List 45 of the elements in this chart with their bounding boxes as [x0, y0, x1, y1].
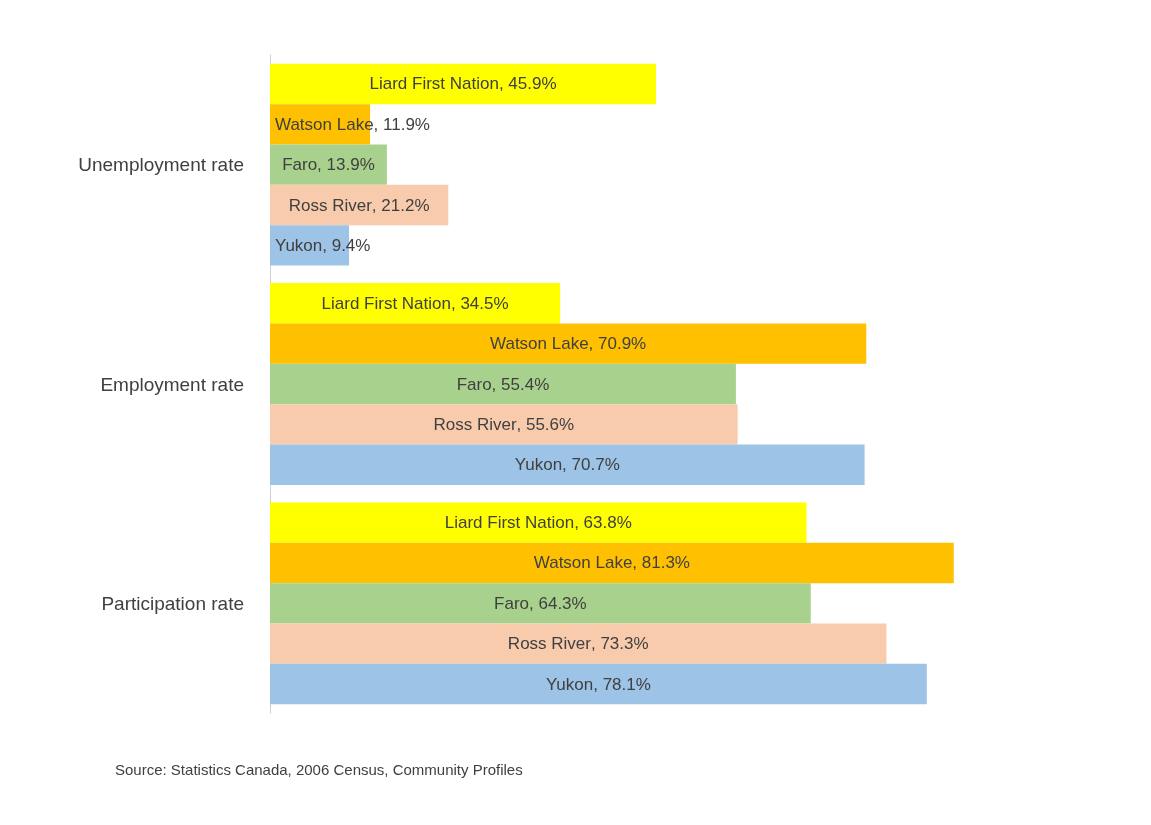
- data-label: , 45.9%: [498, 74, 557, 94]
- bar: [270, 663, 927, 705]
- bar: [270, 144, 387, 185]
- data-label: , 13.9%: [317, 155, 375, 175]
- text: Yukon: [545, 674, 594, 694]
- data-label: , 34.5%: [450, 293, 509, 313]
- data-label: , 70.9%: [588, 334, 647, 354]
- data-label: , 55.6%: [516, 414, 575, 434]
- bar: [270, 283, 561, 324]
- data-label: , 9.4%: [322, 235, 371, 255]
- data-label: , 21.2%: [371, 195, 430, 215]
- data-label: , 64.3%: [529, 593, 587, 613]
- y-tick-label: Employment rate: [100, 373, 244, 395]
- data-label: , 70.7%: [562, 455, 620, 475]
- text: Liard First Nation: [444, 513, 575, 533]
- data-label: , 55.4%: [491, 374, 550, 394]
- series-label: Ross River: [288, 195, 373, 215]
- text: Faro: [456, 374, 492, 394]
- data-label: , 11.9%: [373, 114, 430, 134]
- bar: [270, 323, 867, 364]
- series-label: Yukon: [275, 235, 323, 255]
- text: Ross River: [507, 634, 591, 654]
- text: Yukon: [514, 455, 563, 475]
- source-note: Source: Statistics Canada, 2006 Census, Community Profiles: [115, 761, 523, 778]
- data-label: , 63.8%: [574, 513, 632, 533]
- bar: [270, 363, 736, 405]
- data-label: , 73.3%: [590, 634, 649, 654]
- bar: [270, 583, 811, 624]
- series-label: Faro: [494, 593, 530, 613]
- text: Liard First Nation: [369, 74, 499, 94]
- series-label: Liard First Nation: [321, 293, 451, 313]
- data-label: , 81.3%: [632, 553, 690, 573]
- bar: [270, 502, 807, 543]
- bar: [270, 63, 657, 105]
- text: Watson Lake: [490, 334, 589, 354]
- text: Ross River: [433, 414, 517, 434]
- data-label: , 78.1%: [593, 674, 651, 694]
- y-tick-label: Participation rate: [101, 592, 244, 614]
- text: Watson Lake: [533, 553, 633, 573]
- bar: [270, 444, 865, 485]
- bar: [270, 404, 738, 445]
- bar: [270, 542, 954, 584]
- text: Faro: [282, 155, 318, 175]
- bar: [270, 623, 887, 664]
- y-tick-label: Unemployment rate: [78, 154, 244, 176]
